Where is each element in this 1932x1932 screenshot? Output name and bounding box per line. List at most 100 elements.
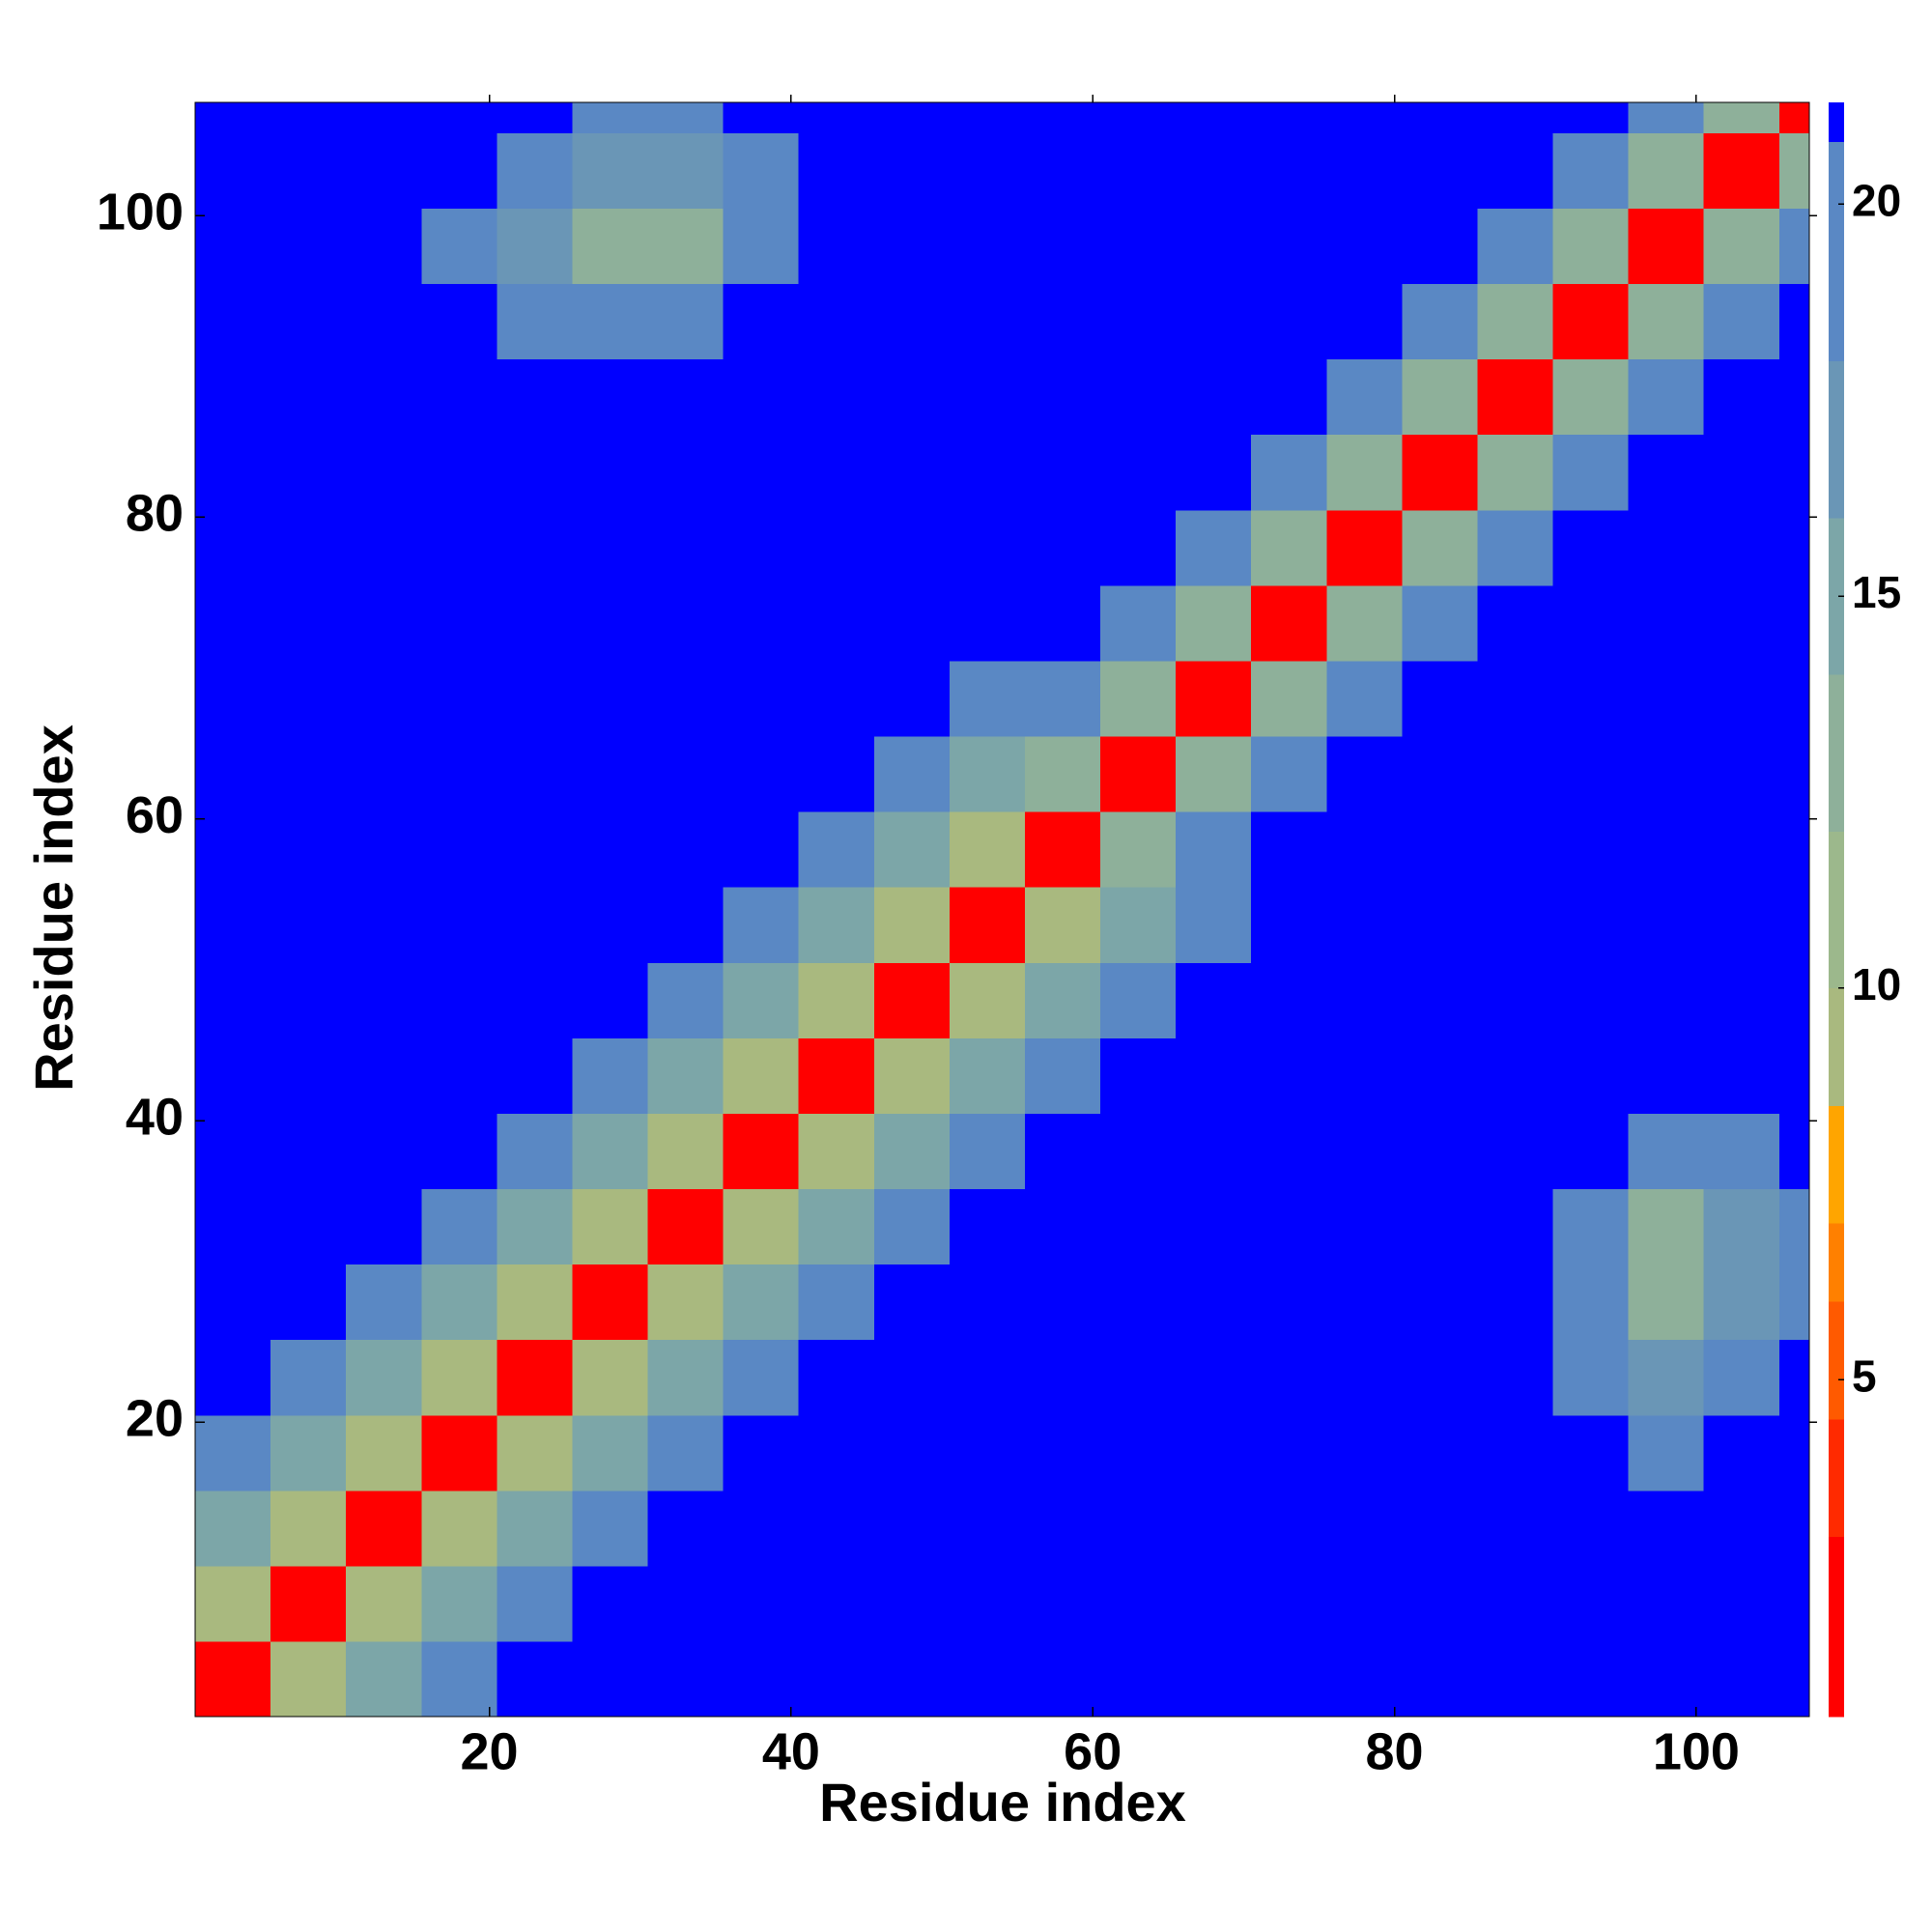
- heatmap-cell: [873, 1113, 951, 1190]
- heatmap-cell: [723, 1565, 800, 1642]
- heatmap-cell: [1477, 1414, 1554, 1492]
- heatmap-cell: [1552, 1414, 1630, 1492]
- heatmap-cell: [497, 509, 574, 586]
- heatmap-cell: [1251, 1640, 1327, 1718]
- heatmap-cell: [647, 1339, 724, 1416]
- heatmap-cell: [873, 1037, 951, 1114]
- heatmap-cell: [1326, 1113, 1403, 1190]
- heatmap-cell: [1778, 962, 1810, 1038]
- heatmap-cell: [1326, 660, 1403, 737]
- heatmap-cell: [1778, 208, 1810, 285]
- heatmap-cell: [1251, 283, 1327, 360]
- heatmap-cell: [1703, 1414, 1780, 1492]
- heatmap-cell: [1703, 1264, 1780, 1341]
- x-tick-label: 80: [1365, 1722, 1423, 1780]
- heatmap-cell: [497, 1037, 574, 1114]
- heatmap-cell: [1251, 509, 1327, 586]
- heatmap-cell: [798, 434, 875, 511]
- heatmap-cell: [723, 132, 800, 209]
- heatmap-cell: [1552, 208, 1630, 285]
- heatmap-cell: [1703, 1640, 1780, 1718]
- heatmap-cell: [1326, 584, 1403, 662]
- heatmap-cell: [270, 584, 347, 662]
- heatmap-cell: [572, 660, 649, 737]
- heatmap-cell: [1778, 1037, 1810, 1114]
- colorbar-band: [1829, 674, 1844, 832]
- heatmap-cell: [421, 102, 497, 133]
- heatmap-cell: [1251, 1490, 1327, 1567]
- heatmap-cell: [497, 584, 574, 662]
- heatmap-cell: [195, 102, 271, 133]
- heatmap-cell: [346, 1414, 422, 1492]
- heatmap-cell: [1477, 584, 1554, 662]
- heatmap-cell: [1552, 1339, 1630, 1416]
- x-tick-label: 60: [1064, 1722, 1122, 1780]
- y-tick-label: 40: [126, 1088, 184, 1146]
- heatmap-cell: [1326, 1037, 1403, 1114]
- heatmap-cell: [1703, 132, 1780, 209]
- heatmap-cell: [949, 1264, 1026, 1341]
- heatmap-cell: [195, 887, 271, 963]
- heatmap-cell: [1477, 1565, 1554, 1642]
- heatmap-cell: [1251, 1414, 1327, 1492]
- heatmap-cell: [1477, 660, 1554, 737]
- heatmap-cell: [949, 584, 1026, 662]
- heatmap-cell: [346, 660, 422, 737]
- heatmap-cell: [1100, 509, 1177, 586]
- heatmap-cell: [647, 735, 724, 812]
- heatmap-cell: [1402, 1113, 1479, 1190]
- heatmap-cell: [497, 660, 574, 737]
- heatmap-cell: [497, 358, 574, 436]
- heatmap-cell: [1703, 208, 1780, 285]
- heatmap-cell: [346, 1640, 422, 1718]
- heatmap-cell: [949, 962, 1026, 1038]
- heatmap-cell: [1477, 509, 1554, 586]
- heatmap-cell: [1703, 1565, 1780, 1642]
- heatmap-cell: [1477, 102, 1554, 133]
- heatmap-cell: [1628, 1640, 1705, 1718]
- heatmap-cell: [1552, 132, 1630, 209]
- heatmap-cell: [421, 1037, 497, 1114]
- heatmap-cell: [1024, 358, 1101, 436]
- heatmap-cell: [1251, 1264, 1327, 1341]
- heatmap-cell: [346, 810, 422, 888]
- heatmap-cell: [1778, 1264, 1810, 1341]
- colorbar-band: [1829, 102, 1844, 143]
- heatmap-cell: [798, 283, 875, 360]
- x-axis-title: Residue index: [819, 1772, 1186, 1833]
- heatmap-cell: [873, 810, 951, 888]
- heatmap-cell: [195, 1414, 271, 1492]
- heatmap-cell: [949, 1339, 1026, 1416]
- heatmap-cell: [1477, 735, 1554, 812]
- heatmap-cell: [270, 208, 347, 285]
- heatmap: [195, 102, 1810, 1718]
- heatmap-cell: [1552, 1264, 1630, 1341]
- heatmap-cell: [346, 1037, 422, 1114]
- heatmap-cell: [647, 1264, 724, 1341]
- heatmap-cell: [572, 584, 649, 662]
- heatmap-cell: [1402, 1640, 1479, 1718]
- heatmap-cell: [270, 358, 347, 436]
- heatmap-cell: [1326, 283, 1403, 360]
- heatmap-cell: [1402, 810, 1479, 888]
- x-tick-label: 100: [1653, 1722, 1740, 1780]
- heatmap-cell: [1402, 358, 1479, 436]
- heatmap-cell: [723, 1414, 800, 1492]
- heatmap-cell: [798, 1640, 875, 1718]
- heatmap-cell: [1251, 1339, 1327, 1416]
- heatmap-cell: [1778, 1565, 1810, 1642]
- heatmap-cell: [1477, 358, 1554, 436]
- heatmap-cell: [1100, 1037, 1177, 1114]
- heatmap-cell: [195, 1037, 271, 1114]
- heatmap-cell: [647, 1188, 724, 1265]
- heatmap-cell: [723, 1264, 800, 1341]
- heatmap-cell: [1251, 735, 1327, 812]
- heatmap-cell: [1552, 1565, 1630, 1642]
- colorbar-tick-label: 5: [1852, 1350, 1877, 1401]
- heatmap-cell: [1778, 434, 1810, 511]
- heatmap-cell: [421, 810, 497, 888]
- heatmap-cell: [873, 434, 951, 511]
- heatmap-cell: [1552, 1113, 1630, 1190]
- heatmap-cell: [1024, 1339, 1101, 1416]
- heatmap-cell: [1778, 1640, 1810, 1718]
